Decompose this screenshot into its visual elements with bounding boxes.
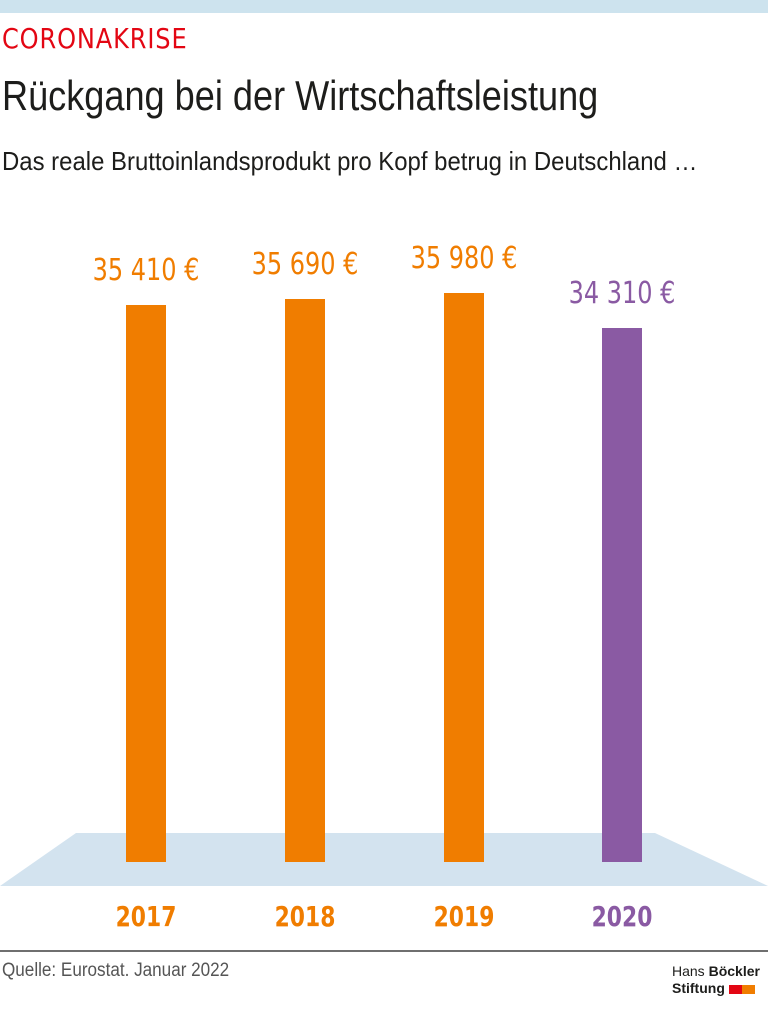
chart-subtitle: Das reale Bruttoinlandsprodukt pro Kopf … — [2, 146, 698, 176]
logo-text-hans: Hans — [672, 963, 705, 979]
chart-floor — [0, 833, 768, 886]
year-label-2019: 2019 — [433, 900, 495, 933]
chart-title: Rückgang bei der Wirtschaftsleistung — [2, 72, 599, 119]
hans-boeckler-logo: Hans Böckler Stiftung — [672, 963, 762, 997]
bar-2019 — [444, 293, 484, 862]
logo-text-stiftung: Stiftung — [672, 980, 725, 996]
kicker: CORONAKRISE — [2, 22, 188, 55]
year-label-2017: 2017 — [115, 900, 177, 933]
year-label-2020: 2020 — [591, 900, 653, 933]
value-label-2017: 35 410 € — [92, 253, 200, 288]
value-label-2019: 35 980 € — [410, 241, 518, 277]
bar-2017 — [126, 305, 166, 862]
footer-divider — [0, 950, 768, 952]
bar-2020 — [602, 328, 642, 862]
logo-red-square — [728, 984, 742, 994]
year-label-2018: 2018 — [274, 900, 336, 933]
value-label-2018: 35 690 € — [251, 247, 359, 283]
top-accent-bar — [0, 0, 768, 13]
value-label-2020: 34 310 € — [568, 276, 676, 311]
logo-text-boeckler: Böckler — [708, 963, 760, 979]
bar-2018 — [285, 299, 325, 862]
source-note: Quelle: Eurostat. Januar 2022 — [2, 960, 230, 981]
logo-orange-square — [741, 984, 755, 994]
